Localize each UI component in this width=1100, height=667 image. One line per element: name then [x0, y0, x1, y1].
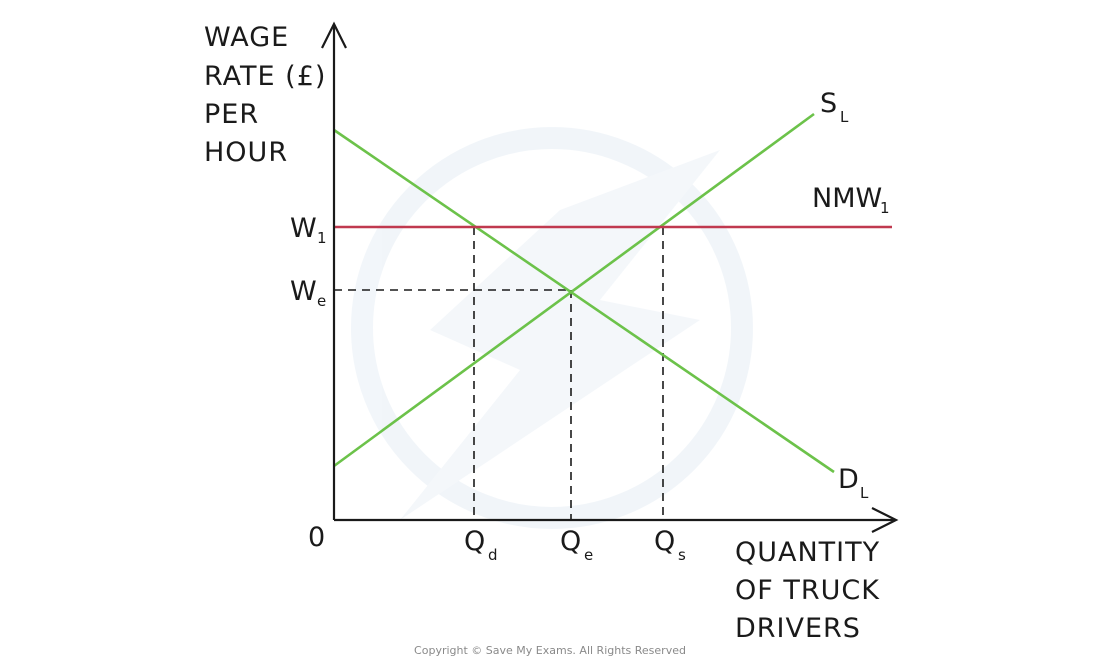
wage-tick-sub: 1 [317, 229, 327, 247]
quantity-tick-sub: s [678, 546, 686, 564]
supply-label-main: S [820, 88, 837, 119]
copyright-notice: Copyright © Save My Exams. All Rights Re… [414, 644, 686, 657]
quantity-tick-sub: e [584, 546, 593, 564]
demand-label-sub: L [860, 484, 869, 502]
quantity-tick-sub: d [488, 546, 498, 564]
quantity-tick-main: Q [560, 526, 581, 557]
nmw-label-main: NMW [812, 183, 882, 214]
y-axis-title: WAGE RATE (£) PER HOUR [204, 22, 326, 168]
wage-tick-main: W [290, 213, 317, 244]
origin-label: 0 [308, 522, 325, 553]
x-axis-arrow-icon [871, 507, 899, 533]
demand-curve [333, 128, 835, 474]
quantity-tick-qd: Q d [464, 526, 498, 564]
supply-curve [333, 112, 815, 468]
x-axis-title: QUANTITY OF TRUCK DRIVERS [735, 537, 880, 644]
y-axis-arrow-icon [321, 21, 347, 49]
wage-tick-we: W e [290, 276, 326, 310]
quantity-tick-qe: Q e [560, 526, 593, 564]
x-axis-title-line: QUANTITY [735, 537, 880, 568]
wage-tick-main: W [290, 276, 317, 307]
supply-curve-label: S L [820, 88, 849, 126]
x-axis-title-line: OF TRUCK [735, 575, 880, 606]
nmw-line-label: NMW 1 [812, 183, 890, 217]
demand-curve-label: D L [838, 464, 869, 502]
y-axis-title-line: WAGE [204, 22, 289, 53]
quantity-tick-main: Q [464, 526, 485, 557]
wage-tick-sub: e [317, 292, 326, 310]
y-axis-title-line: HOUR [204, 137, 288, 168]
y-axis-title-line: PER [204, 99, 259, 130]
quantity-tick-qs: Q s [654, 526, 686, 564]
y-axis-title-line: RATE (£) [204, 61, 326, 92]
demand-label-main: D [838, 464, 859, 495]
quantity-tick-main: Q [654, 526, 675, 557]
wage-tick-w1: W 1 [290, 213, 327, 247]
x-axis-title-line: DRIVERS [735, 613, 861, 644]
supply-label-sub: L [840, 108, 849, 126]
watermark-logo-icon [351, 127, 753, 529]
nmw-label-sub: 1 [880, 199, 890, 217]
